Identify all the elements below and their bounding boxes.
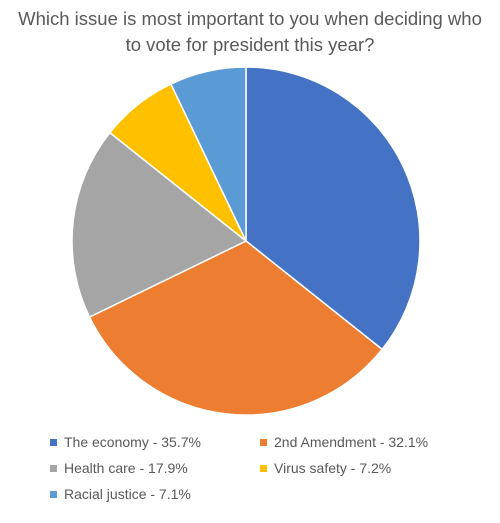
pie-slice-the-economy [245, 66, 421, 351]
pie-slice-racial-justice [170, 66, 247, 242]
legend-swatch-racial-justice [50, 490, 57, 498]
legend-item-virus-safety: Virus safety - 7.2% [260, 458, 391, 478]
chart-title-line-1: Which issue is most important to you whe… [18, 8, 482, 29]
legend-swatch-the-economy [50, 438, 57, 446]
pie-slice-2nd-amendment [88, 240, 383, 416]
legend-label-2nd-amendment: 2nd Amendment - 32.1% [274, 434, 429, 450]
pie-chart [71, 66, 421, 416]
legend-item-health-care: Health care - 17.9% [50, 458, 188, 478]
chart-title: Which issue is most important to you whe… [10, 6, 490, 58]
legend-swatch-health-care [50, 464, 57, 472]
pie-slice-health-care [71, 131, 247, 318]
legend-item-the-economy: The economy - 35.7% [50, 432, 201, 452]
legend-label-virus-safety: Virus safety - 7.2% [274, 460, 392, 476]
legend-label-the-economy: The economy - 35.7% [64, 434, 201, 450]
legend-item-2nd-amendment: 2nd Amendment - 32.1% [260, 432, 428, 452]
legend-label-racial-justice: Racial justice - 7.1% [64, 486, 191, 502]
legend-swatch-2nd-amendment [260, 438, 267, 446]
legend-item-racial-justice: Racial justice - 7.1% [50, 484, 191, 504]
legend-label-health-care: Health care - 17.9% [64, 460, 188, 476]
legend-swatch-virus-safety [260, 464, 267, 472]
chart-title-line-2: to vote for president this year? [125, 34, 375, 55]
